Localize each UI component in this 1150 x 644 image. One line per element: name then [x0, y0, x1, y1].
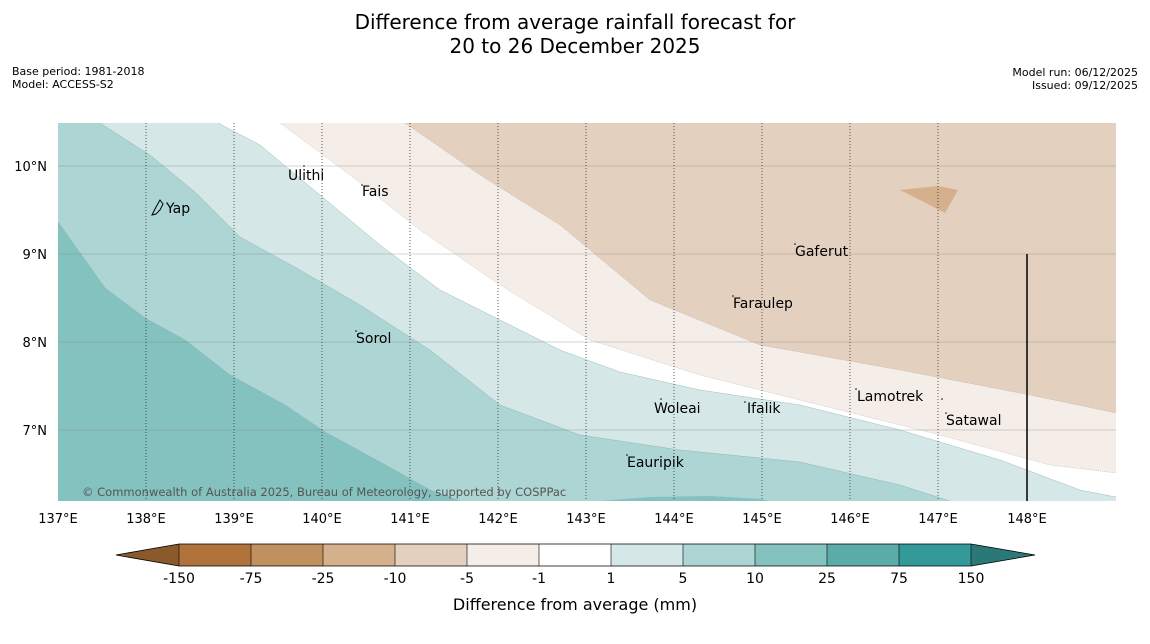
label-woleai: Woleai: [654, 401, 701, 417]
label-yap: Yap: [165, 201, 190, 217]
x-tick-140E: 140°E: [302, 512, 342, 527]
copyright-notice: © Commonwealth of Australia 2025, Bureau…: [82, 485, 566, 499]
model-run: Model run: 06/12/2025: [1012, 66, 1138, 79]
x-axis-labels: 137°E 138°E 139°E 140°E 141°E 142°E 143°…: [38, 512, 1047, 527]
teal-patch-bottom: [600, 496, 770, 501]
title-line-2: 20 to 26 December 2025: [449, 34, 701, 58]
label-fais: Fais: [362, 184, 389, 200]
colorbar-seg-2: [251, 544, 323, 566]
colorbar-seg-8: [683, 544, 755, 566]
map-area: Yap Ulithi Fais Sorol Gaferut Faraulep W…: [58, 123, 1116, 501]
map-title: Difference from average rainfall forecas…: [0, 10, 1150, 58]
model-name: Model: ACCESS-S2: [12, 78, 114, 91]
colorbar-tick: 75: [890, 571, 908, 587]
colorbar-seg-11: [899, 544, 971, 566]
base-period: Base period: 1981-2018: [12, 65, 145, 78]
colorbar-tick: -25: [312, 571, 335, 587]
x-tick-145E: 145°E: [742, 512, 782, 527]
yap-island-outline: [151, 199, 164, 216]
x-tick-146E: 146°E: [830, 512, 870, 527]
title-line-1: Difference from average rainfall forecas…: [354, 10, 796, 34]
y-tick-10N: 10°N: [14, 160, 47, 175]
y-tick-7N: 7°N: [23, 424, 48, 439]
x-tick-143E: 143°E: [566, 512, 606, 527]
x-tick-144E: 144°E: [654, 512, 694, 527]
x-tick-138E: 138°E: [126, 512, 166, 527]
colorbar-under-arrow: [116, 544, 179, 566]
label-faraulep: Faraulep: [733, 296, 793, 312]
colorbar-tick: 150: [958, 571, 985, 587]
colorbar-seg-5: [467, 544, 539, 566]
colorbar-tick: -10: [384, 571, 407, 587]
label-gaferut: Gaferut: [795, 244, 849, 260]
meta-left: Base period: 1981-2018 Model: ACCESS-S2: [12, 65, 144, 91]
band-plus10-plus25: [58, 222, 460, 501]
colorbar-seg-6: [539, 544, 611, 566]
colorbar-tick: -75: [240, 571, 263, 587]
y-tick-8N: 8°N: [23, 336, 48, 351]
x-tick-142E: 142°E: [478, 512, 518, 527]
colorbar-label: Difference from average (mm): [453, 595, 697, 614]
colorbar-tick: 5: [679, 571, 688, 587]
colorbar-seg-1: [179, 544, 251, 566]
label-satawal: Satawal: [946, 413, 1001, 429]
y-tick-9N: 9°N: [23, 248, 48, 263]
colorbar-seg-3: [323, 544, 395, 566]
x-tick-147E: 147°E: [918, 512, 958, 527]
label-ulithi: Ulithi: [288, 168, 324, 184]
colorbar-seg-7: [611, 544, 683, 566]
issued-date: Issued: 09/12/2025: [1031, 79, 1138, 92]
x-tick-141E: 141°E: [390, 512, 430, 527]
colorbar-tick: 1: [607, 571, 616, 587]
y-axis-labels: 10°N 9°N 8°N 7°N: [14, 160, 47, 439]
colorbar: -150 -75 -25 -10 -5 -1 1 5 10 25 75 150 …: [115, 543, 1036, 614]
colorbar-tick: -1: [532, 571, 546, 587]
colorbar-seg-9: [755, 544, 827, 566]
label-lamotrek: Lamotrek: [857, 389, 924, 405]
x-tick-137E: 137°E: [38, 512, 78, 527]
label-sorol: Sorol: [356, 331, 391, 347]
location-dots: [303, 165, 947, 456]
colorbar-seg-10: [827, 544, 899, 566]
x-tick-139E: 139°E: [214, 512, 254, 527]
label-ifalik: Ifalik: [747, 401, 781, 417]
colorbar-tick: 10: [746, 571, 764, 587]
colorbar-tick: -150: [163, 571, 195, 587]
colorbar-over-arrow: [971, 544, 1035, 566]
meta-right: Model run: 06/12/2025 Issued: 09/12/2025: [1012, 66, 1138, 92]
label-eauripik: Eauripik: [627, 455, 685, 471]
colorbar-tick: 25: [818, 571, 836, 587]
longitude-lines: [145, 123, 939, 501]
colorbar-seg-4: [395, 544, 467, 566]
contour-lines: [279, 123, 1116, 474]
tan-patch: [900, 186, 958, 213]
x-tick-148E: 148°E: [1007, 512, 1047, 527]
colorbar-tick: -5: [460, 571, 474, 587]
